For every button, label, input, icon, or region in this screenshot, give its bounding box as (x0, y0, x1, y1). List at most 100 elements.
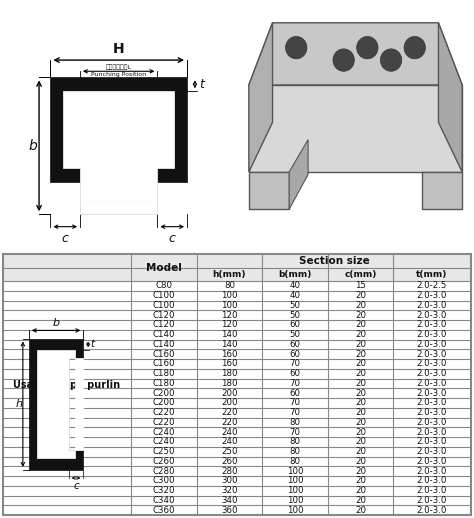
Text: C240: C240 (153, 428, 175, 437)
Text: 60: 60 (290, 321, 301, 329)
Polygon shape (249, 172, 289, 209)
Text: 2.0-3.0: 2.0-3.0 (417, 388, 447, 398)
Text: C160: C160 (153, 359, 175, 368)
Text: 60: 60 (290, 388, 301, 398)
Circle shape (380, 49, 402, 71)
Text: 20: 20 (355, 477, 366, 485)
Text: 15: 15 (355, 281, 366, 291)
Text: 2.0-3.0: 2.0-3.0 (417, 350, 447, 358)
Text: 180: 180 (221, 369, 238, 378)
Text: C100: C100 (153, 291, 175, 300)
Circle shape (285, 36, 307, 59)
Text: 80: 80 (290, 418, 301, 427)
Text: C140: C140 (153, 340, 175, 349)
Text: 100: 100 (287, 506, 303, 515)
Text: 60: 60 (290, 340, 301, 349)
Text: 180: 180 (221, 379, 238, 388)
Text: h(mm): h(mm) (213, 270, 246, 279)
Text: 140: 140 (221, 330, 238, 339)
Text: c(mm): c(mm) (344, 270, 377, 279)
Text: t: t (91, 339, 95, 349)
Text: 340: 340 (221, 496, 238, 505)
Text: b: b (53, 318, 60, 328)
Text: C360: C360 (153, 506, 175, 515)
Text: 20: 20 (355, 496, 366, 505)
Text: C200: C200 (153, 398, 175, 408)
Text: 120: 120 (221, 311, 238, 320)
Text: 20: 20 (355, 321, 366, 329)
Text: 40: 40 (290, 291, 301, 300)
Text: 140: 140 (221, 340, 238, 349)
Text: 240: 240 (221, 428, 238, 437)
Text: 20: 20 (355, 467, 366, 476)
Text: 20: 20 (355, 506, 366, 515)
Text: 60: 60 (290, 350, 301, 358)
Text: c: c (169, 232, 175, 244)
Text: 100: 100 (287, 496, 303, 505)
Text: 70: 70 (290, 428, 301, 437)
Text: 80: 80 (290, 437, 301, 447)
Text: C220: C220 (153, 418, 175, 427)
Text: 2.0-3.0: 2.0-3.0 (417, 379, 447, 388)
Text: 2.0-2.5: 2.0-2.5 (417, 281, 447, 291)
Text: 80: 80 (290, 457, 301, 466)
Text: t(mm): t(mm) (416, 270, 447, 279)
Text: 70: 70 (290, 398, 301, 408)
Text: 20: 20 (355, 359, 366, 368)
Polygon shape (29, 339, 83, 470)
Text: 60: 60 (290, 369, 301, 378)
Text: C100: C100 (153, 301, 175, 310)
Text: 160: 160 (221, 359, 238, 368)
Text: 50: 50 (290, 330, 301, 339)
Text: 100: 100 (221, 301, 238, 310)
Text: 20: 20 (355, 379, 366, 388)
Text: t: t (200, 78, 204, 91)
Text: 20: 20 (355, 340, 366, 349)
Text: 20: 20 (355, 408, 366, 417)
Text: b(mm): b(mm) (278, 270, 312, 279)
Text: 50: 50 (290, 301, 301, 310)
Text: C260: C260 (153, 457, 175, 466)
Text: C340: C340 (153, 496, 175, 505)
Text: 360: 360 (221, 506, 238, 515)
Text: 240: 240 (221, 437, 238, 447)
Text: 2.0-3.0: 2.0-3.0 (417, 369, 447, 378)
Polygon shape (37, 350, 75, 458)
Text: 20: 20 (355, 311, 366, 320)
Text: C180: C180 (153, 379, 175, 388)
Text: h: h (16, 399, 23, 409)
Text: 20: 20 (355, 418, 366, 427)
Bar (3, 254, 471, 268)
Polygon shape (249, 23, 273, 172)
Text: 120: 120 (221, 321, 238, 329)
Text: 2.0-3.0: 2.0-3.0 (417, 398, 447, 408)
Text: 2.0-3.0: 2.0-3.0 (417, 301, 447, 310)
Text: Usage:shape purlin: Usage:shape purlin (13, 380, 120, 390)
Text: C240: C240 (153, 437, 175, 447)
Text: C250: C250 (153, 447, 175, 456)
Text: C120: C120 (153, 321, 175, 329)
Text: C120: C120 (153, 311, 175, 320)
Text: 2.0-3.0: 2.0-3.0 (417, 418, 447, 427)
Text: Section size: Section size (299, 256, 369, 266)
Text: C220: C220 (153, 408, 175, 417)
Polygon shape (50, 78, 187, 214)
Text: Model: Model (146, 263, 182, 272)
Text: 2.0-3.0: 2.0-3.0 (417, 321, 447, 329)
Polygon shape (438, 23, 462, 172)
Text: 70: 70 (290, 408, 301, 417)
Polygon shape (75, 358, 83, 450)
Text: 20: 20 (355, 457, 366, 466)
Text: 2.0-3.0: 2.0-3.0 (417, 467, 447, 476)
Text: 冲孔位置尺寸L: 冲孔位置尺寸L (106, 64, 132, 69)
Text: 20: 20 (355, 291, 366, 300)
Text: C180: C180 (153, 369, 175, 378)
Text: 250: 250 (221, 447, 238, 456)
Text: 70: 70 (290, 379, 301, 388)
Text: 200: 200 (221, 388, 238, 398)
Text: 280: 280 (221, 467, 238, 476)
Text: 2.0-3.0: 2.0-3.0 (417, 359, 447, 368)
Text: c: c (62, 232, 69, 244)
Polygon shape (289, 140, 308, 209)
Text: 2.0-3.0: 2.0-3.0 (417, 408, 447, 417)
